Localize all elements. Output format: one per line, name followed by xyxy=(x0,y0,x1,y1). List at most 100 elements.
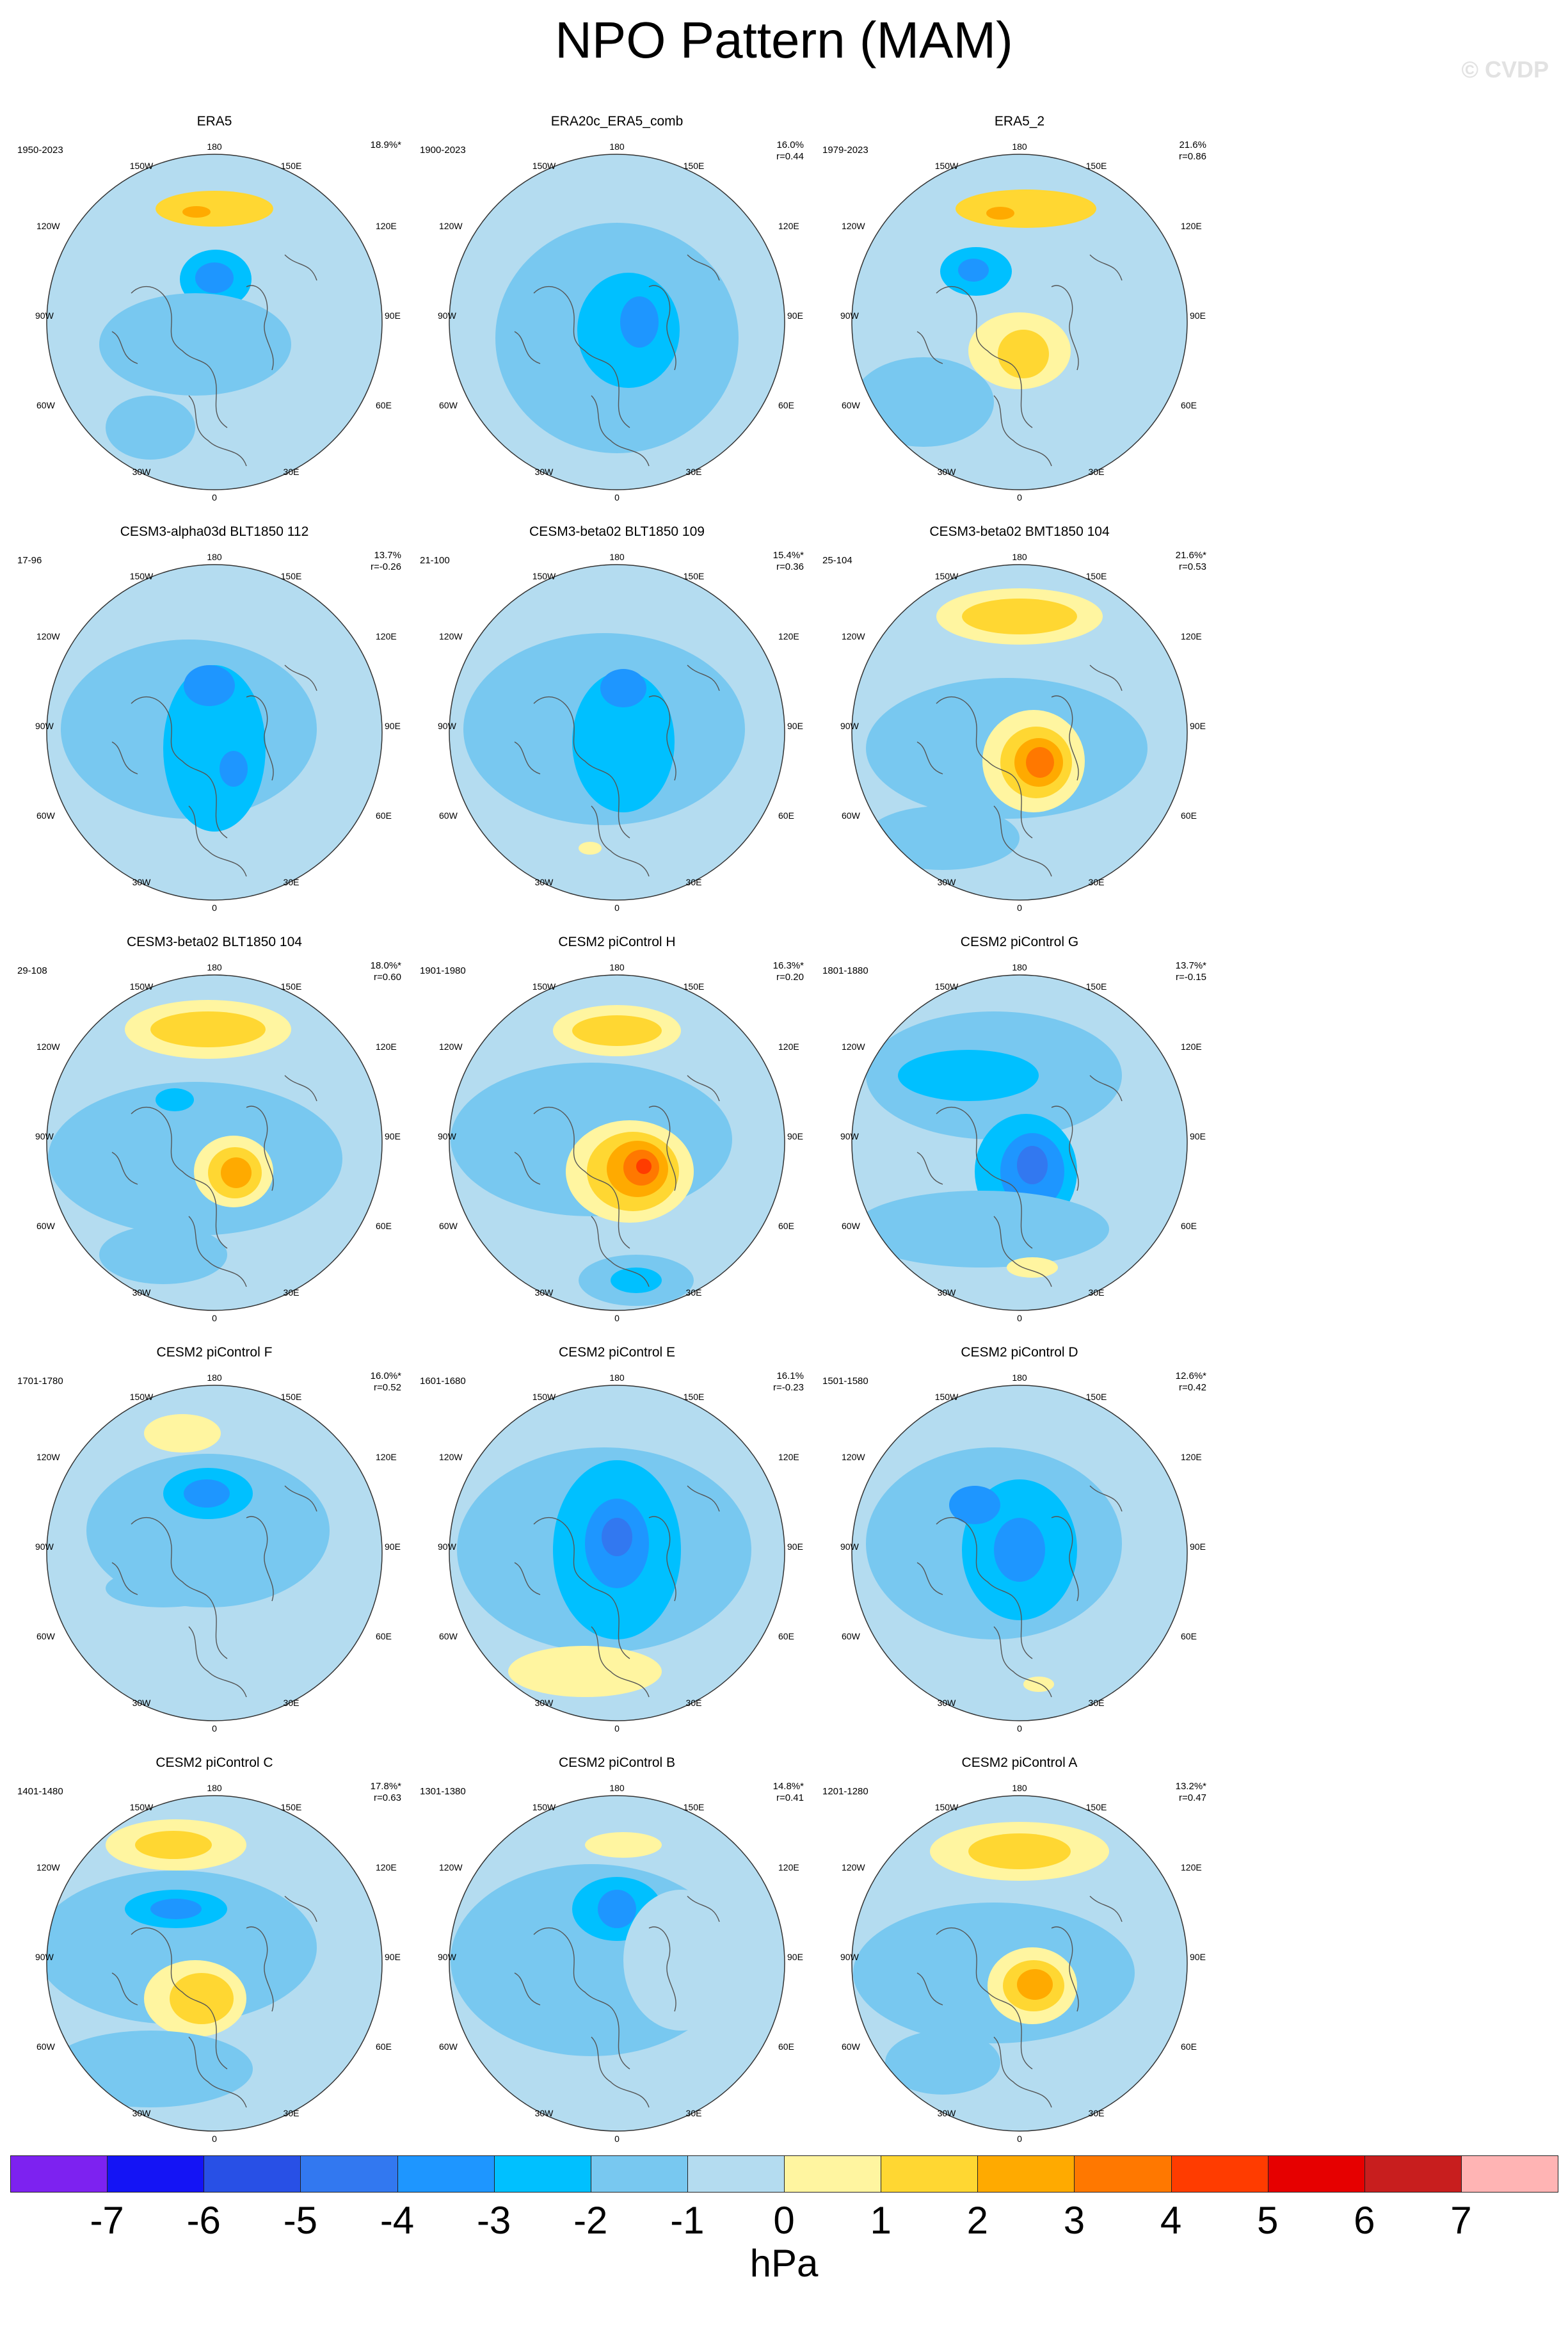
anomaly-contour xyxy=(170,1973,234,2024)
longitude-label: 30W xyxy=(535,467,554,477)
variance-percent: 16.0%* xyxy=(370,1371,401,1381)
colorbar-tick-label: -3 xyxy=(476,2199,511,2242)
anomaly-contour xyxy=(1017,1146,1048,1184)
longitude-label: 60W xyxy=(842,1221,861,1231)
longitude-label: 180 xyxy=(207,1372,222,1383)
longitude-label: 30E xyxy=(284,467,300,477)
longitude-label: 150E xyxy=(684,571,705,581)
anomaly-contour xyxy=(99,1225,227,1284)
panel-stats: 13.7% r=-0.26 xyxy=(371,550,401,573)
panel-years: 1501-1580 xyxy=(822,1376,868,1387)
anomaly-contour xyxy=(853,357,994,447)
longitude-label: 150W xyxy=(532,981,556,992)
longitude-label: 90E xyxy=(385,1131,401,1141)
panel-years: 29-108 xyxy=(17,965,47,976)
longitude-label: 0 xyxy=(614,1723,620,1734)
longitude-label: 0 xyxy=(614,492,620,503)
panel-title: CESM2 piControl G xyxy=(960,935,1079,949)
coastline xyxy=(514,254,720,467)
longitude-label: 0 xyxy=(1017,1313,1022,1323)
anomaly-contour xyxy=(962,599,1077,634)
longitude-label: 30E xyxy=(686,1698,702,1708)
coastline xyxy=(916,1075,1123,1287)
longitude-label: 60E xyxy=(778,810,794,821)
longitude-label: 150W xyxy=(130,1392,154,1402)
longitude-label: 120E xyxy=(1181,631,1202,641)
anomaly-contour xyxy=(184,1479,230,1508)
anomaly-contour xyxy=(135,1831,212,1859)
pattern-correlation: r=-0.15 xyxy=(1176,972,1206,983)
variance-percent: 21.6% xyxy=(1179,140,1206,150)
polar-map: 180 0 150W 150E 120W 120E 90W 90E 60W 60E 30W 30E xyxy=(840,962,1206,1323)
longitude-label: 0 xyxy=(1017,1723,1022,1734)
colorbar-swatch xyxy=(687,2155,785,2193)
longitude-label: 30W xyxy=(132,2108,152,2118)
longitude-label: 30E xyxy=(686,467,702,477)
longitude-label: 180 xyxy=(1012,1372,1027,1383)
longitude-label: 60W xyxy=(439,1221,458,1231)
anomaly-contour xyxy=(572,1015,662,1046)
longitude-label: 0 xyxy=(1017,2134,1022,2144)
longitude-label: 150E xyxy=(1086,1392,1107,1402)
longitude-label: 150W xyxy=(130,1802,154,1812)
panel-stats: 13.2%* r=0.47 xyxy=(1176,1781,1206,1804)
longitude-label: 120W xyxy=(439,1452,463,1462)
longitude-label: 180 xyxy=(609,962,625,972)
longitude-label: 60E xyxy=(1181,1221,1197,1231)
panel-years: 21-100 xyxy=(420,555,450,566)
longitude-label: 120W xyxy=(36,1452,60,1462)
longitude-label: 90W xyxy=(35,721,54,731)
anomaly-contour xyxy=(949,1486,1000,1524)
anomaly-contour xyxy=(1017,1969,1053,2000)
anomaly-contour xyxy=(47,1871,317,2024)
longitude-label: 30W xyxy=(535,1287,554,1298)
anomaly-contour xyxy=(968,1833,1071,1869)
colorbar-tick-label: 7 xyxy=(1450,2199,1472,2242)
panel-title: ERA5_2 xyxy=(994,114,1045,129)
map-panel: CESM3-beta02 BLT1850 109 21-100 15.4%* r=0.… xyxy=(412,524,822,921)
anomaly-contour xyxy=(86,1454,330,1607)
pattern-correlation: r=-0.23 xyxy=(773,1382,804,1393)
longitude-label: 30W xyxy=(938,467,957,477)
map-frame xyxy=(46,154,383,490)
colorbar-tick-label: -1 xyxy=(670,2199,705,2242)
variance-percent: 21.6%* xyxy=(1175,550,1206,561)
longitude-label: 90W xyxy=(840,310,860,321)
longitude-label: 120W xyxy=(842,1452,865,1462)
longitude-label: 90E xyxy=(1190,721,1206,731)
polar-map: 180 0 150W 150E 120W 120E 90W 90E 60W 60E 30W 30E xyxy=(35,962,401,1323)
pattern-correlation: r=0.20 xyxy=(776,972,804,983)
panel-years: 1201-1280 xyxy=(822,1786,868,1797)
longitude-label: 60W xyxy=(36,2041,56,2052)
longitude-label: 150E xyxy=(1086,981,1107,992)
longitude-label: 150E xyxy=(1086,571,1107,581)
panel-stats: 18.9%* xyxy=(371,140,401,151)
colorbar-swatch xyxy=(10,2155,108,2193)
longitude-label: 120W xyxy=(36,631,60,641)
panel-title: CESM2 piControl F xyxy=(156,1345,273,1360)
anomaly-contour xyxy=(106,1569,221,1607)
panel-stats: 18.0%* r=0.60 xyxy=(371,960,401,983)
longitude-label: 0 xyxy=(212,2134,217,2144)
longitude-label: 120W xyxy=(439,221,463,231)
variance-percent: 12.6%* xyxy=(1175,1371,1206,1381)
longitude-label: 30W xyxy=(132,877,152,887)
longitude-label: 30W xyxy=(535,2108,554,2118)
longitude-label: 150W xyxy=(935,161,959,171)
pattern-correlation: r=0.47 xyxy=(1179,1792,1206,1803)
longitude-label: 180 xyxy=(609,141,625,152)
panel-title: CESM3-beta02 BMT1850 104 xyxy=(929,524,1110,539)
longitude-label: 90E xyxy=(1190,1541,1206,1552)
longitude-label: 60W xyxy=(36,810,56,821)
longitude-label: 90E xyxy=(385,1952,401,1962)
variance-percent: 15.4%* xyxy=(772,550,804,561)
anomaly-contour xyxy=(986,207,1014,220)
polar-map: 180 0 150W 150E 120W 120E 90W 90E 60W 60E 30W 30E xyxy=(438,552,803,913)
coastline xyxy=(111,1075,317,1287)
map-panel: ERA5_2 1979-2023 21.6% r=0.86 180 0 150W 150E 12… xyxy=(815,114,1224,511)
map-frame xyxy=(46,974,383,1311)
map-panel: CESM3-beta02 BLT1850 104 29-108 18.0%* r=0.… xyxy=(10,935,419,1332)
map-frame xyxy=(851,154,1188,490)
panel-stats: 21.6%* r=0.53 xyxy=(1176,550,1206,573)
pattern-correlation: r=0.86 xyxy=(1179,151,1206,162)
